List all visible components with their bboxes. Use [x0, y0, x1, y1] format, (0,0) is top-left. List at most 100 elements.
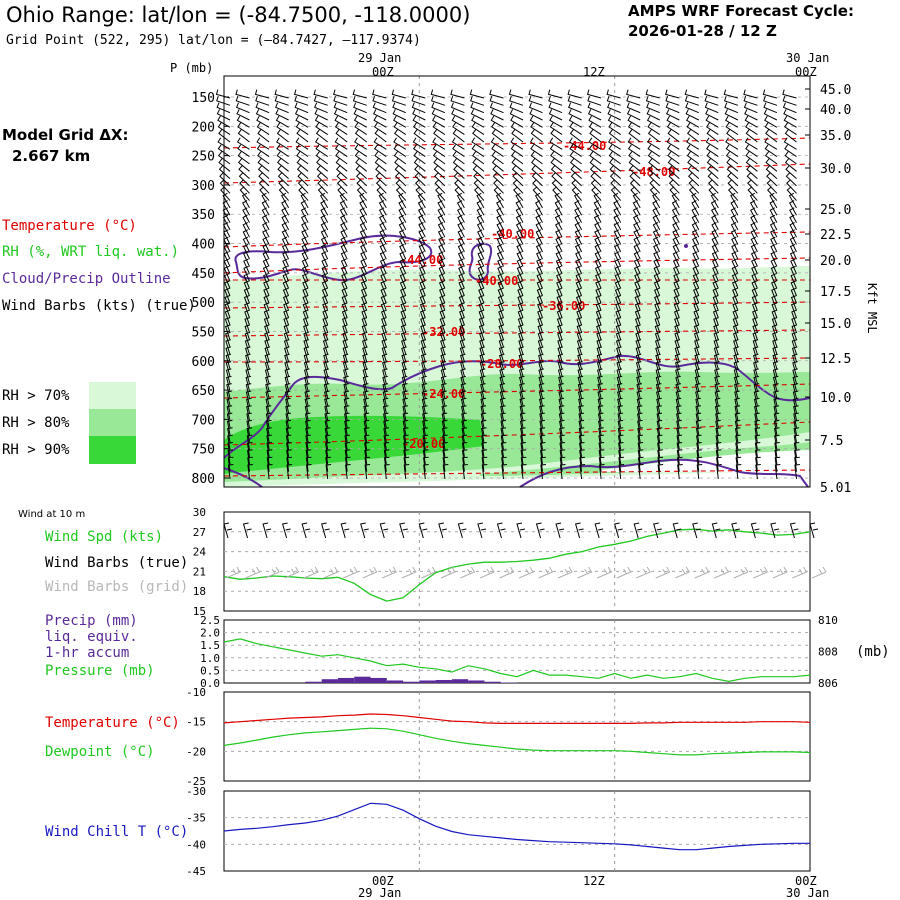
wind-barb	[686, 144, 700, 158]
wind-barb	[413, 151, 426, 165]
wind-barb	[286, 449, 292, 465]
wind-barb	[733, 361, 740, 377]
wind-barb	[713, 317, 719, 333]
wind-barb	[441, 390, 447, 406]
wind-barb	[615, 309, 622, 326]
wind-barb	[314, 109, 328, 121]
wind-barb	[557, 346, 564, 362]
wind-barb	[440, 346, 446, 362]
wind-barb	[734, 427, 741, 443]
wind-barb	[791, 324, 797, 340]
wind-barb	[734, 412, 741, 428]
wind-barb	[666, 122, 680, 136]
wind-barb	[692, 236, 700, 253]
wind-barb	[724, 102, 739, 114]
wind-barb	[245, 368, 251, 384]
wind-barb	[264, 324, 270, 340]
pressure-tick-label: 810	[818, 614, 838, 627]
wind-barb	[276, 137, 289, 150]
wind-barb	[557, 324, 563, 340]
wind10-grid-barb	[343, 566, 358, 579]
wind-barb	[510, 122, 524, 136]
wind-barb	[794, 449, 800, 465]
wind-barb	[656, 434, 663, 450]
wind-barb	[727, 179, 739, 194]
precip-tick-label: 1.0	[200, 652, 220, 665]
wind-barb	[471, 137, 485, 150]
wind-barb	[500, 434, 507, 450]
wind-barb	[790, 265, 797, 282]
wind-barb	[226, 390, 232, 406]
legend-rh80-label: RH > 80%	[2, 415, 70, 431]
wind-barb	[491, 129, 504, 143]
wind-barb	[764, 137, 778, 150]
wind-barb	[578, 427, 585, 443]
wind-barb	[628, 129, 641, 143]
wind-barb	[579, 449, 585, 465]
wind-barb	[479, 346, 485, 362]
wind-barb	[222, 207, 231, 223]
wind-barb	[793, 434, 800, 450]
wind-barb	[730, 214, 739, 231]
wind-barb	[693, 309, 700, 326]
wind10-grid-barb	[245, 566, 261, 579]
windchill-tick-label: -45	[186, 865, 206, 878]
wind10-grid-barb	[440, 566, 456, 579]
wind-barb	[335, 151, 348, 165]
wind-barb	[496, 222, 504, 238]
wind-barb	[575, 295, 583, 311]
wind-barb	[674, 353, 681, 370]
wind-barb	[262, 243, 270, 260]
wind-barb	[539, 442, 546, 458]
wind-barb	[325, 464, 332, 480]
wind-barb	[594, 243, 602, 260]
wind-barb	[578, 434, 585, 450]
wind-barb	[379, 243, 387, 260]
wind-barb	[422, 442, 429, 458]
wind-barb	[791, 346, 798, 362]
wind-barb	[418, 222, 426, 238]
wind-barb	[317, 179, 329, 194]
wind-barb	[498, 346, 505, 362]
wind-barb	[614, 273, 622, 289]
wind-barb	[305, 419, 311, 436]
wind-barb	[296, 151, 309, 165]
wind-barb	[286, 456, 292, 472]
wind-barb	[263, 295, 270, 311]
wind-barb	[255, 95, 270, 106]
wind-barb	[227, 427, 233, 443]
wind-barb	[633, 214, 641, 231]
wind-barb	[708, 186, 719, 201]
wind10-grid-barb	[733, 566, 749, 579]
wind-barb	[674, 361, 681, 377]
wind-barb	[629, 179, 641, 194]
wind-barb	[574, 243, 583, 260]
wind-barb	[442, 442, 448, 458]
wind-barb	[242, 222, 250, 238]
wind-barb	[653, 273, 661, 289]
wind-barb	[285, 419, 292, 436]
wind-barb	[617, 434, 624, 450]
wind10-grid-barb	[538, 566, 554, 579]
wind-barb	[379, 258, 387, 275]
wind-barb	[491, 158, 504, 172]
wind-barb	[217, 151, 231, 165]
wind-barb	[401, 346, 407, 362]
wind-barb	[262, 265, 270, 282]
wind-barb	[479, 339, 485, 355]
wind-barb	[335, 158, 348, 172]
temperature-contour	[223, 137, 811, 149]
wind-barb	[226, 412, 233, 428]
wind-barb	[750, 229, 758, 245]
wind-barb	[654, 317, 661, 333]
wind-barb	[676, 419, 682, 436]
wind-barb	[588, 144, 602, 158]
wind-barb	[344, 442, 351, 458]
wind-barb	[457, 214, 465, 231]
wind-barb	[511, 165, 524, 179]
wind10-true-barb	[340, 522, 350, 539]
wind-barb	[509, 95, 524, 106]
wind-barb	[727, 186, 739, 201]
wind-barb	[627, 144, 641, 158]
wind-barb	[595, 317, 602, 333]
